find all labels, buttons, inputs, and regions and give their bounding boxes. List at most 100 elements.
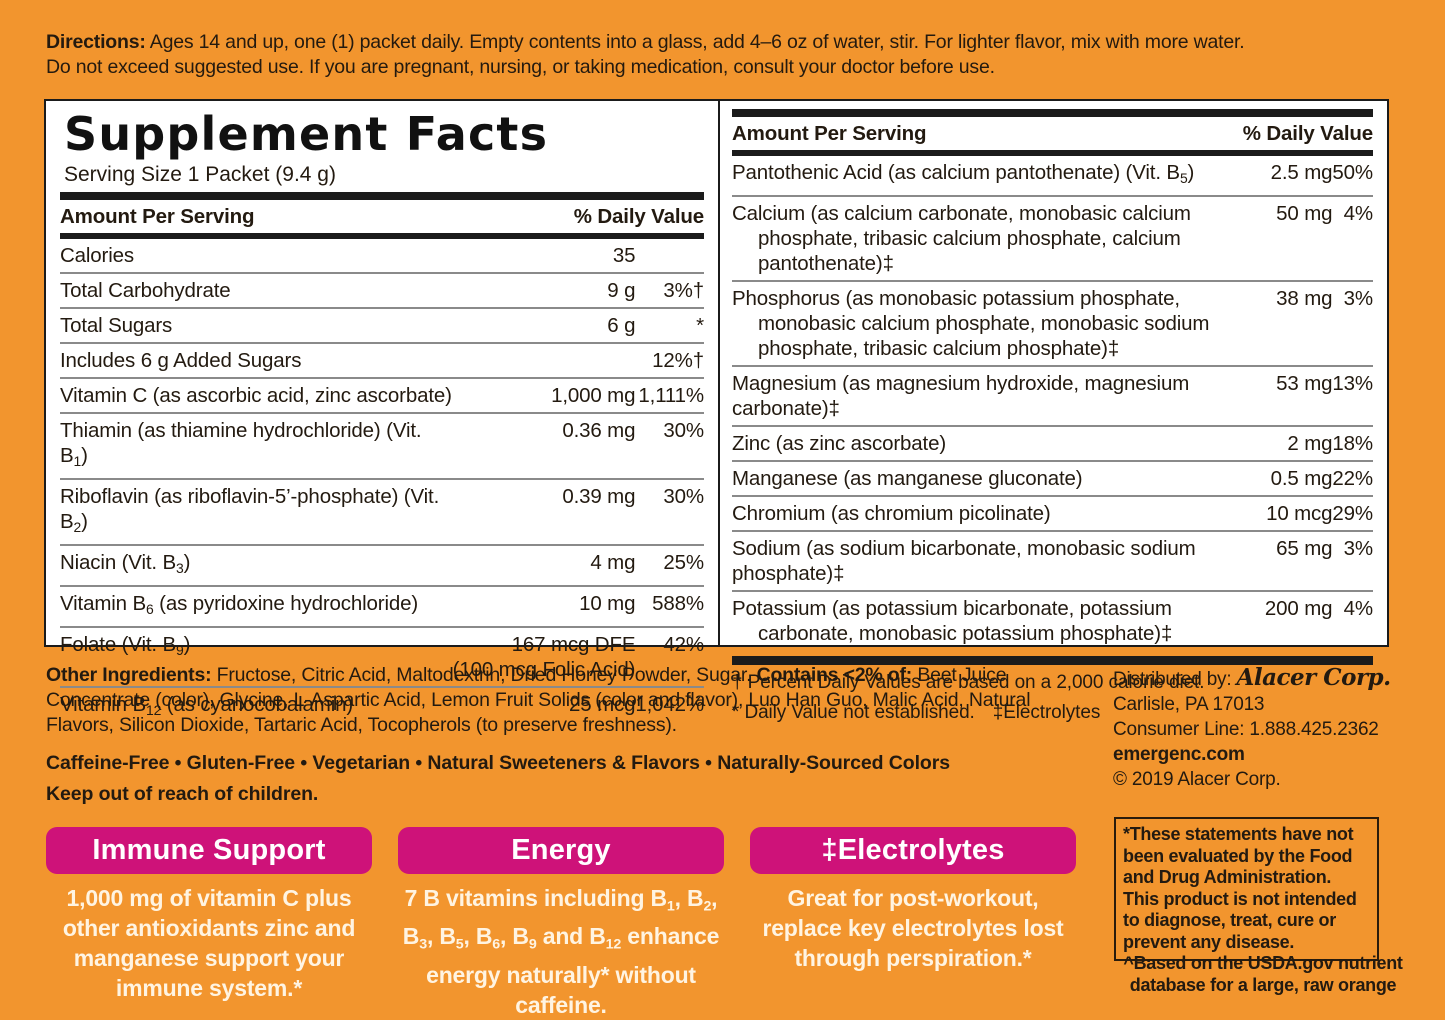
row-divider (60, 584, 704, 587)
row-divider (732, 589, 1373, 592)
row-dv: 588% (652, 591, 704, 615)
row-name: Niacin (Vit. B3) (60, 550, 191, 576)
benefit-badge-title: Immune Support (46, 827, 372, 874)
other-ingredients-text-b: Beet Juice Concentrate (color), Glycine,… (46, 664, 1031, 736)
table-row: Pantothenic Acid (as calcium pantothenat… (732, 156, 1373, 195)
benefit-card-electrolytes: ‡Electrolytes Great for post-workout, re… (750, 827, 1076, 973)
row-dv: 13% (1332, 371, 1373, 395)
footnote-row: * Daily Value not established. ‡Electroly… (732, 700, 1373, 725)
table-row: Includes 6 g Added Sugars 12%† (60, 344, 704, 377)
footnote-electrolytes: ‡Electrolytes (992, 701, 1101, 723)
row-amount-primary: 167 mcg DFE (511, 632, 636, 656)
table-row: Manganese (as manganese gluconate) 0.5 m… (732, 462, 1373, 495)
row-name: Pantothenic Acid (as calcium pantothenat… (732, 161, 1195, 186)
row-amount: 65 mg (1276, 536, 1333, 560)
row-name: Thiamin (as thiamine hydrochloride) (Vit… (60, 419, 422, 469)
table-row: Sodium (as sodium bicarbonate, monobasic… (732, 532, 1373, 590)
row-dv: 4% (1343, 201, 1373, 225)
table-row: Magnesium (as magnesium hydroxide, magne… (732, 367, 1373, 425)
table-row: Total Sugars 6 g * (60, 309, 704, 342)
row-amount: 200 mg (1264, 596, 1333, 620)
contains-label: Contains <2% of: (756, 664, 913, 686)
row-amount: 2 mg (1287, 431, 1333, 455)
row-dv: 42% (663, 632, 704, 656)
row-divider (732, 194, 1373, 197)
benefit-body-text: 7 B vitamins including B1, B2, B3, B5, B… (402, 885, 720, 1018)
right-rows-table: Pantothenic Acid (as calcium pantothenat… (732, 156, 1373, 650)
row-divider (60, 412, 704, 414)
row-name: Riboflavin (as riboflavin-5’-phosphate) … (60, 484, 440, 535)
row-dv: 3% (1343, 536, 1373, 560)
website-link[interactable]: emergenc.com (1113, 744, 1245, 765)
row-name: Chromium (as chromium picolinate) (732, 501, 1051, 525)
directions-label: Directions: (46, 31, 146, 53)
row-divider (60, 307, 704, 309)
row-dv: 22% (1332, 466, 1373, 490)
rule-thick-top-right (732, 109, 1373, 117)
row-divider (60, 342, 704, 344)
other-ingredients-label: Other Ingredients: (46, 664, 212, 686)
row-dv: 30% (663, 484, 704, 508)
row-amount: 1,000 mg (551, 384, 636, 407)
row-divider (732, 529, 1373, 532)
usda-footnote: ^Based on the USDA.gov nutrient database… (1123, 953, 1403, 995)
row-divider (732, 494, 1373, 497)
consumer-line: Consumer Line: 1.888.425.2362 (1113, 719, 1379, 740)
row-amount: 53 mg (1276, 371, 1333, 395)
claims-line-2: Keep out of reach of children. (46, 783, 319, 805)
distributed-by-label: Distributed by: (1113, 669, 1232, 690)
row-amount: 6 g (607, 314, 636, 337)
row-name: Vitamin B6 (as pyridoxine hydrochloride) (60, 591, 419, 617)
company-name: Alacer Corp. (1236, 664, 1392, 691)
table-row: Vitamin B12 (as cyanocobalamin) 25 mcg 1… (60, 688, 704, 727)
row-dv: 50% (1332, 161, 1373, 184)
row-divider (60, 377, 704, 379)
left-rows-table: Calories 35 Total Carbohydrate 9 g 3%† T… (60, 239, 704, 726)
table-row: Riboflavin (as riboflavin-5’-phosphate) … (60, 480, 704, 544)
row-dv: 25% (663, 550, 704, 574)
header-daily-value: % Daily Value (1242, 122, 1373, 145)
directions-line-2: Do not exceed suggested use. If you are … (46, 56, 995, 78)
row-amount: 35 (612, 244, 636, 267)
row-divider (60, 685, 704, 688)
directions-line-1: Directions: Ages 14 and up, one (1) pack… (46, 30, 1406, 55)
copyright-notice: © 2019 Alacer Corp. (1113, 769, 1281, 790)
row-amount: 9 g (607, 279, 636, 302)
left-nutrition-table: Amount Per Serving % Daily Value (60, 200, 704, 233)
row-amount: 0.36 mg (562, 419, 636, 442)
table-row: Potassium (as potassium bicarbonate, pot… (732, 592, 1373, 650)
row-name: Folate (Vit. B9) (60, 632, 191, 658)
rule-under-header (60, 233, 704, 239)
row-name: Zinc (as zinc ascorbate) (732, 431, 947, 455)
distributor-address: Carlisle, PA 17013 (1113, 694, 1265, 715)
directions-block: Directions: Ages 14 and up, one (1) pack… (46, 30, 1406, 80)
table-row: Zinc (as zinc ascorbate) 2 mg 18% (732, 427, 1373, 460)
rule-bottom-right (732, 655, 1373, 665)
table-row: Folate (Vit. B9) 167 mcg DFE (100 mcg Fo… (60, 628, 704, 686)
row-name: Magnesium (as magnesium hydroxide, magne… (732, 371, 1190, 420)
header-amount-per-serving: Amount Per Serving (732, 122, 927, 145)
row-amount: 10 mg (579, 591, 636, 615)
row-divider (60, 477, 704, 480)
table-row: Vitamin C (as ascorbic acid, zinc ascorb… (60, 379, 704, 412)
row-amount: 4 mg (590, 550, 636, 574)
row-amount (453, 344, 636, 377)
row-amount: 2.5 mg (1270, 161, 1333, 184)
row-dv: * (696, 314, 704, 337)
benefit-badge-title: ‡Electrolytes (750, 827, 1076, 874)
header-amount-per-serving: Amount Per Serving (60, 205, 255, 228)
footnote-daily-values: † Percent Daily Values are based on a 2,… (732, 671, 1205, 693)
row-amount: 167 mcg DFE (100 mcg Folic Acid) (453, 628, 636, 686)
row-name: Vitamin C (as ascorbic acid, zinc ascorb… (60, 384, 452, 407)
table-row: Chromium (as chromium picolinate) 10 mcg… (732, 497, 1373, 530)
row-name: Total Carbohydrate (60, 279, 231, 302)
row-divider (732, 279, 1373, 282)
row-amount-secondary: (100 mcg Folic Acid) (452, 657, 636, 681)
footnote-dv-not-established: * Daily Value not established. (732, 701, 975, 723)
row-amount: 0.5 mg (1270, 466, 1333, 490)
row-amount: 0.39 mg (562, 484, 636, 508)
benefit-card-energy: Energy 7 B vitamins including B1, B2, B3… (398, 827, 724, 1020)
other-ingredients-text-a: Fructose, Citric Acid, Maltodextrin, Dri… (211, 664, 757, 686)
supplement-facts-panel: Supplement Facts Serving Size 1 Packet (… (44, 99, 1389, 723)
table-row: Total Carbohydrate 9 g 3%† (60, 274, 704, 307)
